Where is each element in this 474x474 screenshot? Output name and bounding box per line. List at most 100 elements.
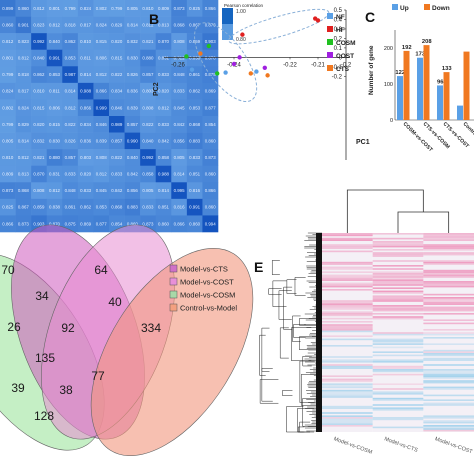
heatmap-row-stripe	[423, 236, 474, 238]
heatmap-cell-value: 0.853	[49, 72, 61, 77]
heatmap-cell-value: 0.810	[2, 155, 14, 160]
heatmap-row-stripe	[372, 317, 424, 320]
heatmap-cell-value: 0.810	[80, 39, 92, 44]
heatmap-cell-value: 0.862	[189, 89, 201, 94]
heatmap-cell	[171, 132, 188, 150]
heatmap-cell	[0, 132, 16, 150]
scatter-point	[198, 51, 203, 56]
heatmap-row-stripe	[423, 282, 474, 285]
heatmap-row-stripe	[372, 370, 424, 373]
heatmap-row-stripe	[372, 298, 424, 301]
legend-swatch	[169, 264, 178, 273]
heatmap-cell-value: 0.801	[49, 6, 61, 11]
heatmap-cell	[46, 116, 63, 133]
heatmap-cell-value: 0.991	[49, 56, 61, 61]
heatmap-row-stripe	[322, 359, 373, 361]
heatmap-row-stripe	[372, 273, 424, 275]
heatmap-row-stripe	[322, 277, 373, 280]
heatmap-cell	[171, 33, 188, 51]
heatmap-cell-value: 0.853	[189, 105, 201, 110]
heatmap-cell-value: 0.826	[65, 138, 77, 143]
heatmap-column	[423, 233, 474, 432]
heatmap-cell	[171, 66, 188, 84]
heatmap-cell-value: 0.867	[189, 22, 201, 27]
heatmap-cell-value: 0.831	[49, 172, 61, 177]
heatmap-cell	[155, 16, 172, 34]
heatmap-cell-value: 0.870	[158, 39, 170, 44]
heatmap-row-stripe	[423, 298, 474, 301]
heatmap-row-stripe	[322, 289, 373, 291]
heatmap-cell-value: 0.824	[2, 89, 14, 94]
heatmap-cell	[202, 165, 219, 183]
heatmap-cell-value: 0.866	[205, 188, 217, 193]
heatmap-cell-value: 0.867	[18, 205, 30, 210]
heatmap-cell	[62, 165, 79, 183]
heatmap-row-stripe	[322, 420, 373, 422]
heatmap-colorbar: Pearson correlation 1.00 0.80	[222, 3, 264, 43]
column-label: Model-vs-COSM	[333, 436, 374, 456]
heatmap-cell	[155, 149, 172, 167]
venn-region-count: 77	[91, 369, 105, 383]
legend-label: NF	[336, 14, 345, 21]
heatmap-cell	[124, 198, 141, 216]
heatmap-cell-value: 0.990	[127, 138, 139, 143]
heatmap-cell	[46, 182, 63, 200]
heatmap-cell	[62, 182, 79, 200]
venn-diagram: 70 64 34 40 334 26 92 135 77 39 38 128 Model-vs-CTS M…	[0, 224, 254, 457]
heatmap-row-stripe	[372, 332, 424, 334]
scatter-point	[240, 32, 245, 37]
y-tick-label: 0	[339, 55, 343, 61]
heatmap-row-stripe	[423, 281, 474, 283]
heatmap-row-stripe	[322, 327, 373, 329]
legend-swatch	[392, 4, 398, 10]
heatmap-row-stripe	[372, 341, 424, 344]
heatmap-row-stripe	[372, 277, 424, 280]
heatmap-row-stripe	[322, 261, 373, 264]
heatmap-row-stripe	[322, 405, 373, 408]
heatmap-row-stripe	[322, 367, 373, 369]
heatmap-row-stripe	[372, 417, 424, 419]
heatmap-cell-value: 0.812	[49, 188, 61, 193]
heatmap-cell-value: 0.822	[142, 122, 154, 127]
heatmap-row-stripe	[322, 361, 373, 363]
y-tick-label: 200	[384, 46, 393, 52]
x-axis-title: PC1	[356, 139, 370, 146]
heatmap-cell-value: 0.823	[33, 22, 45, 27]
heatmap-row-stripe	[423, 269, 474, 272]
heatmap-cell	[109, 165, 125, 183]
heatmap-row-stripe	[423, 239, 474, 241]
heatmap-cell	[77, 0, 94, 17]
heatmap-row-stripe	[372, 281, 424, 283]
heatmap-cell	[124, 16, 141, 34]
heatmap-row-stripe	[372, 249, 424, 251]
heatmap-cell	[93, 99, 110, 117]
heatmap-cell	[93, 16, 110, 34]
heatmap-row-stripe	[322, 300, 373, 302]
bar-data-label: 173	[415, 52, 425, 58]
heatmap-cell-value: 0.860	[205, 138, 217, 143]
heatmap-cell	[62, 49, 79, 67]
heatmap-cell	[0, 198, 16, 216]
heatmap-cell-value: 0.860	[189, 221, 201, 226]
heatmap-cell-value: 0.839	[127, 105, 139, 110]
heatmap-row-stripe	[372, 346, 424, 349]
heatmap-cell-value: 0.799	[111, 6, 123, 11]
heatmap-row-stripe	[423, 381, 474, 384]
heatmap-cell-value: 0.862	[65, 39, 77, 44]
heatmap-row-stripe	[372, 297, 424, 299]
heatmap-cell-value: 0.858	[142, 172, 154, 177]
heatmap-cell-value: 0.991	[189, 205, 201, 210]
heatmap-cell	[62, 149, 79, 167]
heatmap-cell-value: 0.814	[65, 89, 77, 94]
heatmap-cell	[93, 182, 110, 200]
legend-swatch	[327, 13, 333, 19]
heatmap-cell-value: 0.830	[49, 138, 61, 143]
heatmap-cell-value: 0.868	[18, 188, 30, 193]
heatmap-cell	[31, 198, 48, 216]
heatmap-cell-value: 0.818	[18, 72, 30, 77]
heatmap-cell	[93, 198, 110, 216]
heatmap-cell	[46, 132, 63, 150]
legend-swatch	[327, 52, 333, 58]
row-dendrogram	[259, 232, 322, 433]
heatmap-cell	[155, 132, 172, 150]
